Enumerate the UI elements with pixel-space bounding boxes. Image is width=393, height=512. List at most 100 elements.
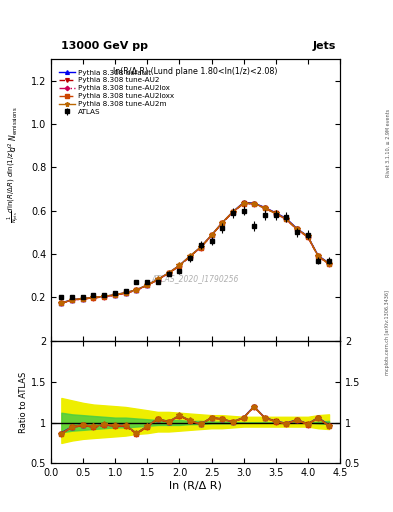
Pythia 8.308 default bbox=[70, 296, 75, 303]
Pythia 8.308 tune-AU2 bbox=[198, 244, 203, 250]
Pythia 8.308 tune-AU2lox bbox=[134, 287, 139, 293]
Pythia 8.308 tune-AU2lox bbox=[219, 220, 224, 226]
Text: ATLAS_2020_I1790256: ATLAS_2020_I1790256 bbox=[152, 274, 239, 283]
Pythia 8.308 default bbox=[187, 253, 192, 259]
Pythia 8.308 tune-AU2m bbox=[230, 209, 235, 215]
Pythia 8.308 default bbox=[295, 225, 299, 231]
Pythia 8.308 tune-AU2loxx bbox=[81, 296, 86, 302]
Pythia 8.308 tune-AU2m bbox=[113, 291, 118, 297]
Pythia 8.308 tune-AU2m bbox=[241, 200, 246, 206]
Pythia 8.308 default bbox=[263, 204, 267, 210]
Pythia 8.308 tune-AU2m bbox=[252, 201, 256, 207]
Pythia 8.308 default bbox=[274, 210, 278, 216]
Pythia 8.308 tune-AU2 bbox=[81, 296, 86, 302]
Pythia 8.308 tune-AU2loxx bbox=[263, 205, 267, 211]
Pythia 8.308 tune-AU2m bbox=[134, 287, 139, 293]
Pythia 8.308 tune-AU2 bbox=[102, 294, 107, 300]
Pythia 8.308 tune-AU2m bbox=[102, 293, 107, 300]
Pythia 8.308 tune-AU2loxx bbox=[305, 234, 310, 240]
Pythia 8.308 tune-AU2 bbox=[155, 277, 160, 283]
Pythia 8.308 tune-AU2 bbox=[91, 295, 96, 301]
Pythia 8.308 default bbox=[59, 300, 64, 306]
Pythia 8.308 tune-AU2loxx bbox=[155, 277, 160, 283]
Pythia 8.308 tune-AU2lox bbox=[209, 232, 214, 239]
Text: mcplots.cern.ch [arXiv:1306.3436]: mcplots.cern.ch [arXiv:1306.3436] bbox=[386, 290, 390, 375]
Text: $\frac{1}{N_\mathrm{jets}}d\ln (R/\Delta R)\ d\ln (1/z)$: $\frac{1}{N_\mathrm{jets}}d\ln (R/\Delta… bbox=[5, 148, 22, 223]
Pythia 8.308 tune-AU2lox bbox=[252, 201, 256, 207]
Pythia 8.308 tune-AU2 bbox=[59, 300, 64, 306]
Pythia 8.308 default bbox=[230, 209, 235, 215]
Pythia 8.308 tune-AU2m bbox=[219, 220, 224, 226]
Pythia 8.308 tune-AU2loxx bbox=[177, 263, 182, 269]
Pythia 8.308 tune-AU2loxx bbox=[102, 294, 107, 300]
Pythia 8.308 tune-AU2lox bbox=[263, 205, 267, 211]
Pythia 8.308 default bbox=[252, 200, 256, 206]
Pythia 8.308 default bbox=[91, 294, 96, 301]
Pythia 8.308 tune-AU2 bbox=[230, 209, 235, 215]
Pythia 8.308 tune-AU2m bbox=[81, 295, 86, 302]
Pythia 8.308 tune-AU2 bbox=[187, 253, 192, 260]
Pythia 8.308 default bbox=[241, 199, 246, 205]
Pythia 8.308 tune-AU2 bbox=[70, 297, 75, 303]
Pythia 8.308 tune-AU2 bbox=[145, 282, 150, 288]
Line: Pythia 8.308 default: Pythia 8.308 default bbox=[59, 200, 331, 305]
Pythia 8.308 tune-AU2m bbox=[209, 232, 214, 238]
Pythia 8.308 tune-AU2lox bbox=[113, 292, 118, 298]
Pythia 8.308 default bbox=[134, 287, 139, 293]
Pythia 8.308 tune-AU2 bbox=[209, 232, 214, 239]
Pythia 8.308 default bbox=[177, 262, 182, 268]
Pythia 8.308 default bbox=[113, 291, 118, 297]
Pythia 8.308 default bbox=[327, 260, 331, 266]
Text: $d^2\ N_\mathrm{emissions}$: $d^2\ N_\mathrm{emissions}$ bbox=[7, 106, 20, 152]
Pythia 8.308 tune-AU2m bbox=[305, 233, 310, 240]
Pythia 8.308 tune-AU2loxx bbox=[166, 270, 171, 276]
Pythia 8.308 default bbox=[145, 282, 150, 288]
Pythia 8.308 tune-AU2m bbox=[187, 253, 192, 259]
Pythia 8.308 default bbox=[198, 244, 203, 250]
Pythia 8.308 default bbox=[284, 215, 288, 221]
Pythia 8.308 tune-AU2 bbox=[177, 263, 182, 269]
Pythia 8.308 tune-AU2m bbox=[198, 244, 203, 250]
Pythia 8.308 tune-AU2lox bbox=[316, 253, 320, 260]
Text: 13000 GeV pp: 13000 GeV pp bbox=[61, 41, 148, 51]
Text: Rivet 3.1.10, ≥ 2.9M events: Rivet 3.1.10, ≥ 2.9M events bbox=[386, 109, 390, 178]
Pythia 8.308 tune-AU2 bbox=[219, 220, 224, 226]
Pythia 8.308 default bbox=[305, 233, 310, 239]
Pythia 8.308 tune-AU2lox bbox=[91, 295, 96, 301]
Pythia 8.308 tune-AU2loxx bbox=[327, 261, 331, 267]
Pythia 8.308 tune-AU2loxx bbox=[316, 253, 320, 260]
Pythia 8.308 tune-AU2 bbox=[274, 210, 278, 217]
Pythia 8.308 tune-AU2m bbox=[145, 282, 150, 288]
Pythia 8.308 tune-AU2m bbox=[263, 205, 267, 211]
Pythia 8.308 tune-AU2lox bbox=[70, 297, 75, 303]
Pythia 8.308 default bbox=[81, 295, 86, 302]
Pythia 8.308 tune-AU2loxx bbox=[230, 209, 235, 215]
Pythia 8.308 tune-AU2m bbox=[177, 262, 182, 268]
Pythia 8.308 tune-AU2lox bbox=[198, 244, 203, 250]
Pythia 8.308 tune-AU2loxx bbox=[252, 201, 256, 207]
Line: Pythia 8.308 tune-AU2m: Pythia 8.308 tune-AU2m bbox=[59, 200, 332, 306]
Pythia 8.308 tune-AU2loxx bbox=[198, 244, 203, 250]
Pythia 8.308 tune-AU2loxx bbox=[284, 216, 288, 222]
Pythia 8.308 tune-AU2m bbox=[155, 276, 160, 283]
Pythia 8.308 tune-AU2m bbox=[295, 226, 299, 232]
Pythia 8.308 default bbox=[316, 252, 320, 259]
Pythia 8.308 tune-AU2lox bbox=[305, 234, 310, 240]
Pythia 8.308 tune-AU2 bbox=[134, 287, 139, 293]
Text: Jets: Jets bbox=[313, 41, 336, 51]
Pythia 8.308 tune-AU2m bbox=[274, 210, 278, 217]
Pythia 8.308 tune-AU2loxx bbox=[113, 292, 118, 298]
Line: Pythia 8.308 tune-AU2lox: Pythia 8.308 tune-AU2lox bbox=[60, 202, 331, 305]
Pythia 8.308 tune-AU2lox bbox=[166, 270, 171, 276]
Pythia 8.308 tune-AU2loxx bbox=[209, 232, 214, 239]
Pythia 8.308 tune-AU2lox bbox=[123, 290, 128, 296]
Legend: Pythia 8.308 default, Pythia 8.308 tune-AU2, Pythia 8.308 tune-AU2lox, Pythia 8.: Pythia 8.308 default, Pythia 8.308 tune-… bbox=[58, 68, 175, 116]
Pythia 8.308 default bbox=[209, 232, 214, 238]
Pythia 8.308 tune-AU2lox bbox=[59, 300, 64, 306]
Pythia 8.308 tune-AU2 bbox=[113, 292, 118, 298]
Line: Pythia 8.308 tune-AU2: Pythia 8.308 tune-AU2 bbox=[59, 201, 331, 305]
Pythia 8.308 tune-AU2 bbox=[252, 201, 256, 207]
Pythia 8.308 tune-AU2 bbox=[295, 226, 299, 232]
Pythia 8.308 tune-AU2loxx bbox=[145, 282, 150, 288]
Pythia 8.308 tune-AU2 bbox=[166, 270, 171, 276]
